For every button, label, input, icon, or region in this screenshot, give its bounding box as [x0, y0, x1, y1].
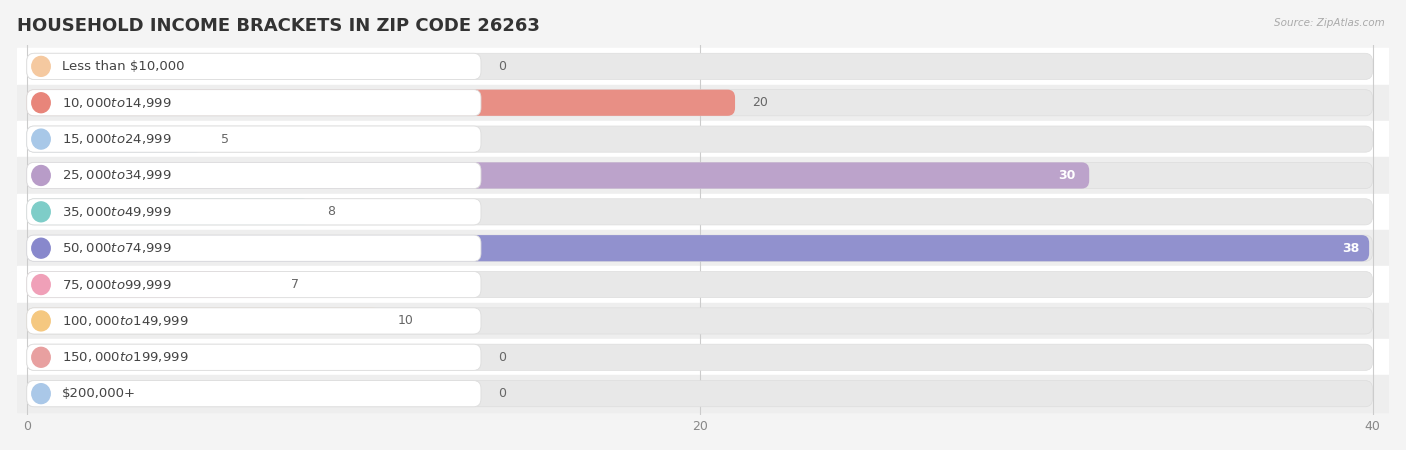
FancyBboxPatch shape: [27, 126, 481, 152]
Text: Source: ZipAtlas.com: Source: ZipAtlas.com: [1274, 18, 1385, 28]
Text: 0: 0: [498, 60, 506, 73]
Circle shape: [32, 166, 51, 185]
Bar: [17, 158, 1389, 194]
Circle shape: [32, 129, 51, 149]
FancyBboxPatch shape: [27, 162, 1090, 189]
FancyBboxPatch shape: [27, 381, 1372, 407]
Circle shape: [32, 347, 51, 367]
Text: 0: 0: [498, 351, 506, 364]
FancyBboxPatch shape: [27, 90, 735, 116]
Text: $25,000 to $34,999: $25,000 to $34,999: [62, 168, 172, 182]
Bar: [17, 194, 1389, 230]
Bar: [17, 121, 1389, 158]
Bar: [17, 266, 1389, 303]
FancyBboxPatch shape: [27, 126, 204, 152]
Text: 5: 5: [221, 133, 229, 146]
Circle shape: [32, 384, 51, 404]
Circle shape: [32, 56, 51, 76]
Bar: [17, 48, 1389, 85]
FancyBboxPatch shape: [27, 53, 1372, 80]
FancyBboxPatch shape: [27, 308, 481, 334]
FancyBboxPatch shape: [27, 271, 481, 297]
Text: Less than $10,000: Less than $10,000: [62, 60, 184, 73]
Text: 20: 20: [752, 96, 768, 109]
Text: $100,000 to $149,999: $100,000 to $149,999: [62, 314, 188, 328]
Text: 38: 38: [1341, 242, 1360, 255]
FancyBboxPatch shape: [27, 90, 481, 116]
FancyBboxPatch shape: [27, 90, 1372, 116]
FancyBboxPatch shape: [27, 308, 1372, 334]
FancyBboxPatch shape: [27, 199, 311, 225]
FancyBboxPatch shape: [27, 271, 1372, 297]
FancyBboxPatch shape: [27, 235, 1372, 261]
FancyBboxPatch shape: [27, 271, 274, 297]
Bar: [17, 85, 1389, 121]
Bar: [17, 303, 1389, 339]
Circle shape: [32, 93, 51, 112]
Text: $75,000 to $99,999: $75,000 to $99,999: [62, 278, 172, 292]
Circle shape: [32, 202, 51, 222]
Text: $15,000 to $24,999: $15,000 to $24,999: [62, 132, 172, 146]
Bar: [17, 339, 1389, 375]
Text: 0: 0: [498, 387, 506, 400]
FancyBboxPatch shape: [27, 235, 481, 261]
Text: $150,000 to $199,999: $150,000 to $199,999: [62, 350, 188, 365]
Circle shape: [32, 311, 51, 331]
FancyBboxPatch shape: [27, 381, 481, 407]
FancyBboxPatch shape: [27, 126, 1372, 152]
Text: $50,000 to $74,999: $50,000 to $74,999: [62, 241, 172, 255]
Circle shape: [32, 274, 51, 294]
Text: $200,000+: $200,000+: [62, 387, 136, 400]
Text: 30: 30: [1059, 169, 1076, 182]
Bar: [17, 230, 1389, 266]
FancyBboxPatch shape: [27, 199, 481, 225]
Text: 10: 10: [398, 315, 413, 328]
FancyBboxPatch shape: [27, 162, 1372, 189]
Text: $10,000 to $14,999: $10,000 to $14,999: [62, 96, 172, 110]
FancyBboxPatch shape: [27, 235, 1369, 261]
FancyBboxPatch shape: [27, 344, 1372, 370]
Bar: [17, 375, 1389, 412]
FancyBboxPatch shape: [27, 162, 481, 189]
FancyBboxPatch shape: [27, 53, 481, 80]
Text: HOUSEHOLD INCOME BRACKETS IN ZIP CODE 26263: HOUSEHOLD INCOME BRACKETS IN ZIP CODE 26…: [17, 17, 540, 35]
Text: 7: 7: [291, 278, 299, 291]
Circle shape: [32, 238, 51, 258]
FancyBboxPatch shape: [27, 199, 1372, 225]
FancyBboxPatch shape: [27, 308, 381, 334]
Text: $35,000 to $49,999: $35,000 to $49,999: [62, 205, 172, 219]
Text: 8: 8: [328, 205, 335, 218]
FancyBboxPatch shape: [27, 344, 481, 370]
